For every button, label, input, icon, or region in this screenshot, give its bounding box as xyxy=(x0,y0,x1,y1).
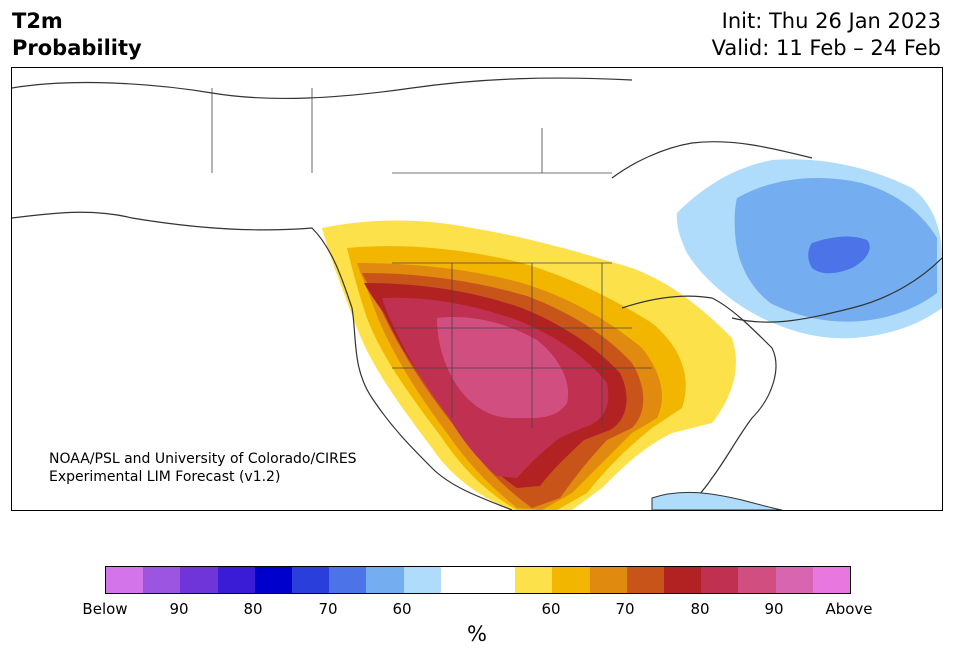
colorbar-swatch xyxy=(626,567,665,593)
colorbar-swatch xyxy=(552,567,590,593)
variable-label: T2m xyxy=(12,9,63,33)
tick-below-90: 90 xyxy=(169,600,189,618)
colorbar-swatch xyxy=(515,567,553,593)
init-date: Init: Thu 26 Jan 2023 xyxy=(721,9,941,33)
valid-range: Valid: 11 Feb – 24 Feb xyxy=(711,36,941,60)
chart-title: T2m Probability xyxy=(12,8,142,62)
region-above-90 xyxy=(437,317,569,418)
map-panel xyxy=(11,67,943,511)
tick-above: Above xyxy=(825,600,873,618)
colorbar-swatch xyxy=(664,567,702,593)
colorbar-swatch xyxy=(180,567,218,593)
coastlines xyxy=(12,77,942,510)
colorbar-swatch xyxy=(478,567,516,593)
colorbar-swatch xyxy=(403,567,441,593)
state-borders xyxy=(211,88,652,428)
tick-below: Below xyxy=(82,600,128,618)
colorbar-swatch xyxy=(254,567,293,593)
colorbar-swatch xyxy=(329,567,367,593)
tick-above-70: 70 xyxy=(615,600,635,618)
colorbar-swatch xyxy=(143,567,181,593)
map-credit: NOAA/PSL and University of Colorado/CIRE… xyxy=(49,450,357,486)
tick-below-80: 80 xyxy=(243,600,263,618)
colorbar-swatch xyxy=(589,567,627,593)
credit-line-1: NOAA/PSL and University of Colorado/CIRE… xyxy=(49,451,357,467)
colorbar-swatch xyxy=(106,567,144,593)
credit-line-2: Experimental LIM Forecast (v1.2) xyxy=(49,469,281,485)
map-svg xyxy=(12,68,942,510)
colorbar-swatch xyxy=(775,567,813,593)
tick-below-60: 60 xyxy=(392,600,412,618)
colorbar-swatch xyxy=(738,567,776,593)
colorbar xyxy=(105,566,851,594)
colorbar-unit: % xyxy=(467,622,487,646)
tick-above-90: 90 xyxy=(764,600,784,618)
colorbar-swatch xyxy=(366,567,404,593)
colorbar-swatch xyxy=(812,567,851,593)
probability-label: Probability xyxy=(12,36,142,60)
date-info: Init: Thu 26 Jan 2023 Valid: 11 Feb – 24… xyxy=(712,8,941,62)
colorbar-swatch xyxy=(292,567,330,593)
tick-below-70: 70 xyxy=(318,600,338,618)
tick-above-80: 80 xyxy=(690,600,710,618)
tick-above-60: 60 xyxy=(541,600,561,618)
colorbar-swatch xyxy=(701,567,739,593)
region-below-70 xyxy=(808,236,870,274)
colorbar-swatch xyxy=(440,567,479,593)
colorbar-swatch xyxy=(217,567,255,593)
